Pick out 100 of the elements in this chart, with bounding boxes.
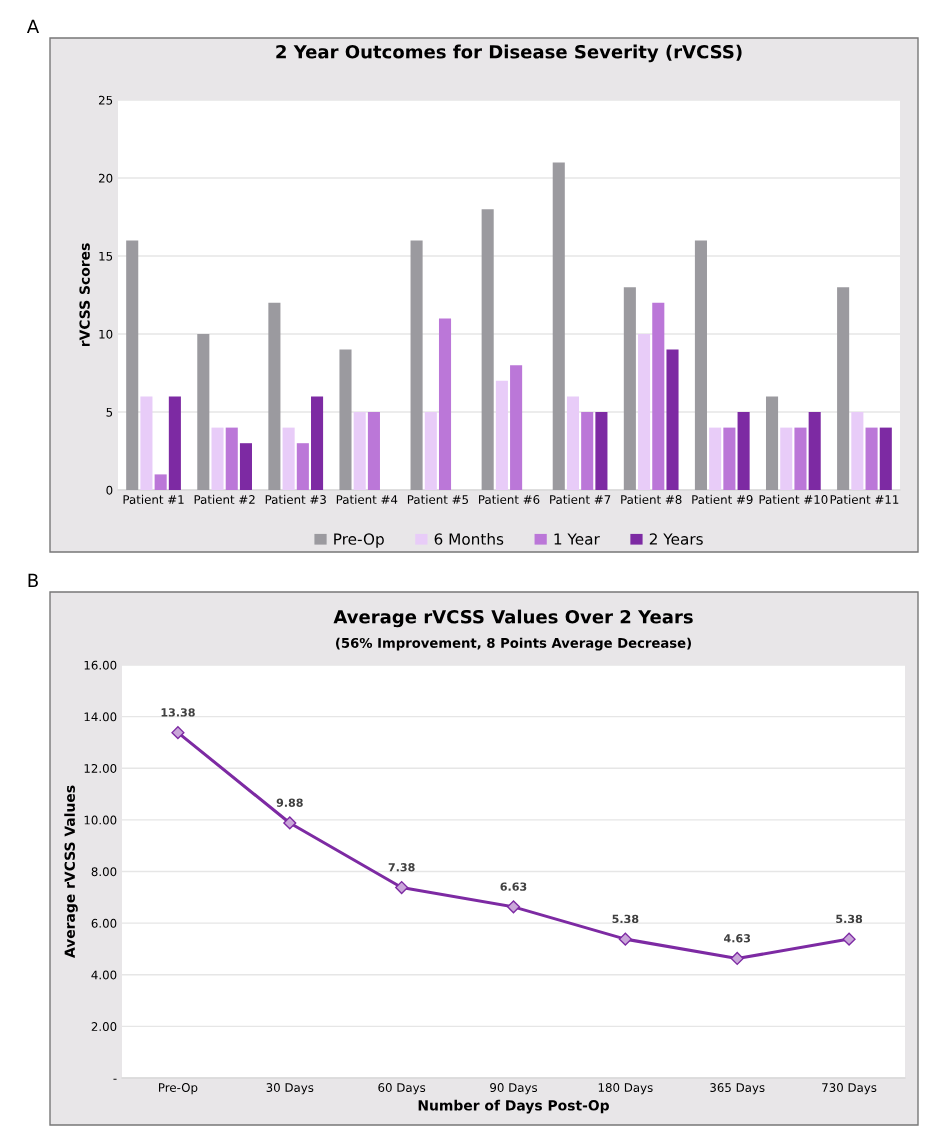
bar — [510, 365, 523, 490]
x-tick-label: Pre-Op — [159, 1083, 198, 1095]
point — [618, 932, 632, 946]
x-tick-label: Patient #1 — [123, 494, 184, 504]
x-tick-label: Patient #8 — [621, 494, 682, 504]
bar — [410, 240, 423, 490]
x-tick-label: 90 Days — [490, 1083, 538, 1095]
y-tick-label: 5 — [106, 407, 113, 417]
bar — [808, 412, 821, 490]
x-tick-label: Patient #9 — [692, 494, 753, 504]
data-label: 5.38 — [836, 914, 863, 924]
y-tick-label: 15 — [99, 251, 113, 261]
point — [506, 900, 521, 914]
bar — [865, 427, 878, 490]
bar — [225, 427, 238, 490]
x-tick-label: 30 Days — [266, 1083, 314, 1095]
point — [171, 726, 185, 740]
y-tick-label: 10.00 — [84, 815, 117, 825]
bar — [495, 380, 508, 490]
y-tick-label: 14.00 — [84, 712, 117, 722]
bar — [837, 287, 850, 490]
text: B — [28, 573, 38, 587]
x-tick-label: Patient #10 — [759, 494, 828, 504]
bar — [126, 240, 139, 490]
bar — [723, 427, 736, 490]
y-tick-label: 25 — [98, 95, 113, 105]
bar — [851, 412, 864, 490]
x-tick-label: 60 Days — [378, 1083, 426, 1095]
legend-label: 1 Year — [554, 533, 600, 545]
y-tick-label: 20 — [98, 173, 113, 183]
bar — [652, 302, 665, 490]
bar — [424, 412, 437, 490]
y-tick-label: - — [113, 1078, 117, 1080]
bar — [154, 474, 167, 490]
chart-title: 2 Year Outcomes for Disease Severity (rVCSS) — [276, 44, 742, 63]
legend-label: 6 Months — [434, 533, 504, 545]
x-tick-label: 180 Days — [598, 1083, 653, 1095]
bar — [353, 412, 366, 490]
data-label: 6.63 — [500, 882, 527, 891]
bar — [367, 412, 380, 490]
bar — [481, 209, 494, 490]
bar — [552, 162, 565, 490]
bar — [296, 443, 309, 490]
bar — [780, 427, 793, 490]
bar — [666, 349, 679, 490]
bar — [197, 334, 210, 490]
y-tick-label: 2.00 — [91, 1022, 117, 1032]
y-axis-title: Average rVCSS Values — [64, 785, 78, 958]
bar — [339, 349, 352, 490]
y-tick-label: 6.00 — [91, 918, 117, 928]
x-tick-label: Patient #3 — [265, 494, 326, 504]
bar — [211, 427, 224, 490]
y-tick-label: 16.00 — [84, 660, 117, 670]
bar — [311, 396, 324, 490]
x-tick-label: Patient #5 — [407, 494, 469, 504]
bar — [268, 302, 281, 490]
bar — [581, 412, 594, 490]
legend-label: 2 Years — [649, 533, 703, 545]
bar — [566, 396, 580, 490]
bar — [282, 427, 295, 490]
bar — [694, 240, 707, 490]
point — [395, 880, 409, 895]
bar — [623, 287, 636, 490]
text: A — [26, 19, 40, 33]
y-axis-title: rVCSS Scores — [79, 243, 90, 347]
x-axis-title: Number of Days Post-Op — [418, 1099, 609, 1114]
bar — [709, 427, 722, 490]
chart-subtitle: (56% Improvement, 8 Points Average Decrease) — [336, 637, 691, 651]
data-label: 7.38 — [388, 863, 415, 872]
bar — [140, 396, 153, 490]
x-tick-label: Patient #4 — [336, 494, 398, 504]
bar — [595, 412, 608, 490]
x-tick-label: Patient #6 — [479, 494, 540, 504]
y-tick-label: 4.00 — [91, 970, 117, 980]
bar — [765, 396, 779, 490]
point — [842, 932, 856, 946]
bar — [168, 396, 181, 490]
data-label: 4.63 — [724, 934, 751, 943]
x-tick-label: Patient #11 — [830, 494, 899, 504]
bar — [239, 443, 253, 490]
x-tick-label: Patient #2 — [194, 494, 255, 504]
data-label: 9.88 — [276, 798, 303, 807]
data-label: 13.38 — [161, 708, 195, 717]
x-tick-label: Patient #7 — [550, 494, 611, 504]
y-tick-label: 0 — [106, 485, 113, 495]
legend-label: Pre-Op — [334, 533, 384, 548]
bar — [879, 427, 892, 490]
bar — [638, 334, 651, 490]
chart-title: Average rVCSS Values Over 2 Years — [333, 609, 693, 628]
data-label: 5.38 — [612, 914, 639, 924]
y-tick-label: 8.00 — [91, 867, 117, 877]
point — [730, 951, 744, 966]
x-tick-label: 730 Days — [822, 1083, 877, 1095]
bar — [737, 412, 750, 490]
bar — [438, 318, 452, 490]
point — [283, 816, 297, 830]
y-tick-label: 10 — [99, 329, 113, 339]
x-tick-label: 365 Days — [710, 1083, 765, 1095]
bar — [794, 427, 807, 490]
y-tick-label: 12.00 — [84, 763, 117, 773]
